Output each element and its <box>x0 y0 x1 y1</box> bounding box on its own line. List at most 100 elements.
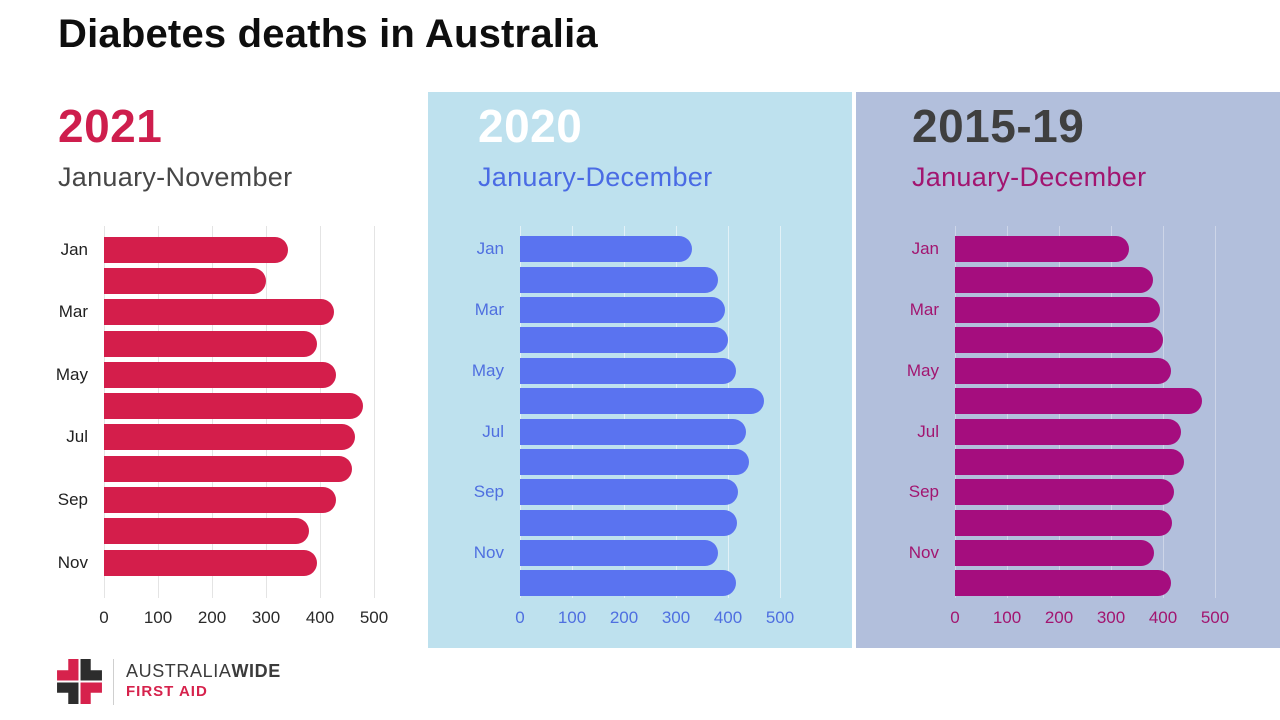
bar <box>104 267 266 294</box>
bar <box>104 361 337 388</box>
bar-row <box>955 264 1215 294</box>
month-label: Sep <box>57 490 88 510</box>
axis-tick-label: 400 <box>305 608 335 627</box>
logo-divider <box>113 658 114 705</box>
bar-row <box>520 264 780 294</box>
chart-2015-19: Jan Mar May Jul Sep Nov 0 100 200 300 400 500 <box>856 226 1280 627</box>
month-label: Mar <box>909 299 939 319</box>
bar <box>520 388 765 415</box>
bar-row <box>955 447 1215 477</box>
bar <box>955 509 1173 536</box>
bar <box>104 455 353 482</box>
panel-2015-19-header: 2015-19 January-December <box>856 100 1280 193</box>
logo-text: AUSTRALIAWIDE FIRST AID <box>126 661 281 701</box>
bar <box>520 570 736 597</box>
bar-row <box>520 508 780 538</box>
bar-row <box>104 328 374 359</box>
month-label: Jan <box>476 239 504 259</box>
bar <box>104 236 288 263</box>
gridline <box>1215 226 1216 598</box>
bar <box>104 393 364 420</box>
chart-2021: Jan Mar May Jul Sep Nov 0 100 200 300 400 500 <box>40 226 428 627</box>
bar <box>104 487 337 514</box>
bar-row <box>955 508 1215 538</box>
axis-tick-label: 300 <box>251 608 281 627</box>
month-label: Jan <box>60 239 88 259</box>
month-label: May <box>906 360 939 380</box>
bar-row <box>104 516 374 547</box>
gridline <box>780 226 781 598</box>
bar-row: May <box>907 356 1215 386</box>
bar-row <box>104 390 374 421</box>
axis-tick-label: 500 <box>765 608 795 627</box>
bar <box>520 266 718 293</box>
bar <box>520 448 749 475</box>
axis-tick-label: 100 <box>143 608 173 627</box>
bar <box>955 418 1182 445</box>
bar-row: Sep <box>909 477 1215 507</box>
bar <box>955 388 1202 415</box>
axis-tick-label: 100 <box>992 608 1022 627</box>
bar-row <box>955 568 1215 598</box>
panel-2020-year: 2020 <box>478 100 583 152</box>
bar <box>955 448 1184 475</box>
bar <box>104 330 318 357</box>
bar <box>104 424 356 451</box>
bar-row: Jul <box>66 422 374 453</box>
bar <box>955 540 1155 567</box>
bar-row: Jan <box>912 234 1215 264</box>
bar-row: Mar <box>59 297 374 328</box>
brand-subtitle: FIRST AID <box>126 683 208 701</box>
gridline <box>374 226 375 598</box>
bar-row: Nov <box>58 547 374 578</box>
bar-row: Mar <box>910 295 1215 325</box>
bar-row <box>520 325 780 355</box>
axis-tick-label: 400 <box>713 608 743 627</box>
axis-tick-label: 300 <box>661 608 691 627</box>
panel-2021: 2021 January-November Jan Mar May Jul Sep Nov… <box>40 92 428 648</box>
plot-area: Jan Mar May Jul Sep Nov 0 100 200 300 400 500 <box>472 226 794 627</box>
bar <box>955 479 1175 506</box>
page-title: Diabetes deaths in Australia <box>58 12 598 56</box>
bar <box>520 357 736 384</box>
bar-row: May <box>56 359 374 390</box>
bar <box>520 509 738 536</box>
bar-row <box>104 265 374 296</box>
month-label: May <box>471 360 504 380</box>
month-label: Jul <box>917 421 939 441</box>
bar <box>104 518 310 545</box>
axis-tick-label: 200 <box>609 608 639 627</box>
panel-2015-19-range: January-December <box>912 161 1147 192</box>
bar-row: Nov <box>474 538 780 568</box>
axis-tick-label: 500 <box>1200 608 1230 627</box>
bar <box>955 357 1171 384</box>
bar-row: Jul <box>917 416 1215 446</box>
plot-area: Jan Mar May Jul Sep Nov 0 100 200 300 400 500 <box>56 226 388 627</box>
month-label: Nov <box>473 543 504 563</box>
bar-row: Nov <box>909 538 1215 568</box>
bar-row <box>955 386 1215 416</box>
bar-row: Sep <box>58 484 374 515</box>
bar <box>520 296 726 323</box>
axis-tick-label: 200 <box>1044 608 1074 627</box>
month-label: Nov <box>57 552 88 572</box>
bar-row: Mar <box>475 295 780 325</box>
bar <box>520 540 718 567</box>
axis-tick-label: 100 <box>557 608 587 627</box>
brand-logo: AUSTRALIAWIDE FIRST AID <box>55 657 281 706</box>
axis-tick-label: 300 <box>1096 608 1126 627</box>
bar-row: Jul <box>482 416 780 446</box>
bar-row: Jan <box>477 234 780 264</box>
panel-2020-header: 2020 January-December <box>428 100 852 193</box>
x-axis: 0 100 200 300 400 500 <box>950 608 1229 630</box>
bar-row <box>520 568 780 598</box>
axis-tick-label: 400 <box>1148 608 1178 627</box>
brand-name-regular: AUSTRALIA <box>126 661 232 682</box>
panel-2020-range: January-December <box>478 161 713 192</box>
axis-tick-label: 500 <box>359 608 389 627</box>
bar-row <box>520 447 780 477</box>
plot-area: Jan Mar May Jul Sep Nov 0 100 200 300 400 500 <box>907 226 1229 627</box>
panel-2021-year: 2021 <box>58 100 163 152</box>
bar <box>955 327 1163 354</box>
